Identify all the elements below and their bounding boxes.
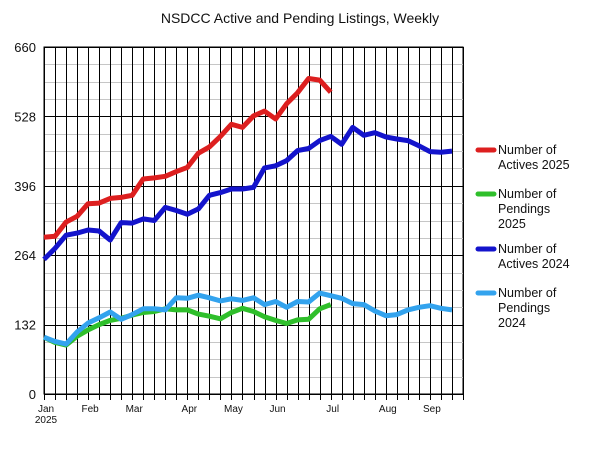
x-tick-label: Jan xyxy=(38,404,54,415)
legend-label: Actives 2025 xyxy=(498,158,570,172)
y-tick-label: 396 xyxy=(14,179,36,194)
series-line-1 xyxy=(43,76,333,240)
legend-label: Number of xyxy=(498,286,557,300)
x-tick-label: Jul xyxy=(326,404,339,415)
y-tick-label: 132 xyxy=(14,318,36,333)
legend-label: 2025 xyxy=(498,217,526,231)
y-tick-label: 0 xyxy=(29,387,36,402)
legend-label: Number of xyxy=(498,143,557,157)
series-lines xyxy=(42,76,453,348)
legend-label: Pendings xyxy=(498,202,550,216)
x-tick-label: Jun xyxy=(269,404,285,415)
x-tick-label: Apr xyxy=(182,404,198,415)
series-line-4 xyxy=(43,290,453,347)
x-tick-label: 2025 xyxy=(35,415,58,426)
x-tick-label: Feb xyxy=(81,404,99,415)
legend-label: Number of xyxy=(498,242,557,256)
series-line-3 xyxy=(42,124,453,262)
y-tick-label: 660 xyxy=(14,40,36,55)
legend-label: 2024 xyxy=(498,316,526,330)
chart-title: NSDCC Active and Pending Listings, Weekl… xyxy=(161,10,439,26)
legend-label: Number of xyxy=(498,187,557,201)
y-tick-label: 528 xyxy=(14,109,36,124)
x-tick-label: Aug xyxy=(379,404,397,415)
y-tick-label: 264 xyxy=(14,248,36,263)
legend-label: Pendings xyxy=(498,301,550,315)
x-tick-label: May xyxy=(224,404,243,415)
x-tick-label: Mar xyxy=(126,404,144,415)
legend-label: Actives 2024 xyxy=(498,257,570,271)
x-tick-label: Sep xyxy=(423,404,441,415)
series-line-2 xyxy=(42,302,332,348)
plot-area xyxy=(43,46,464,400)
